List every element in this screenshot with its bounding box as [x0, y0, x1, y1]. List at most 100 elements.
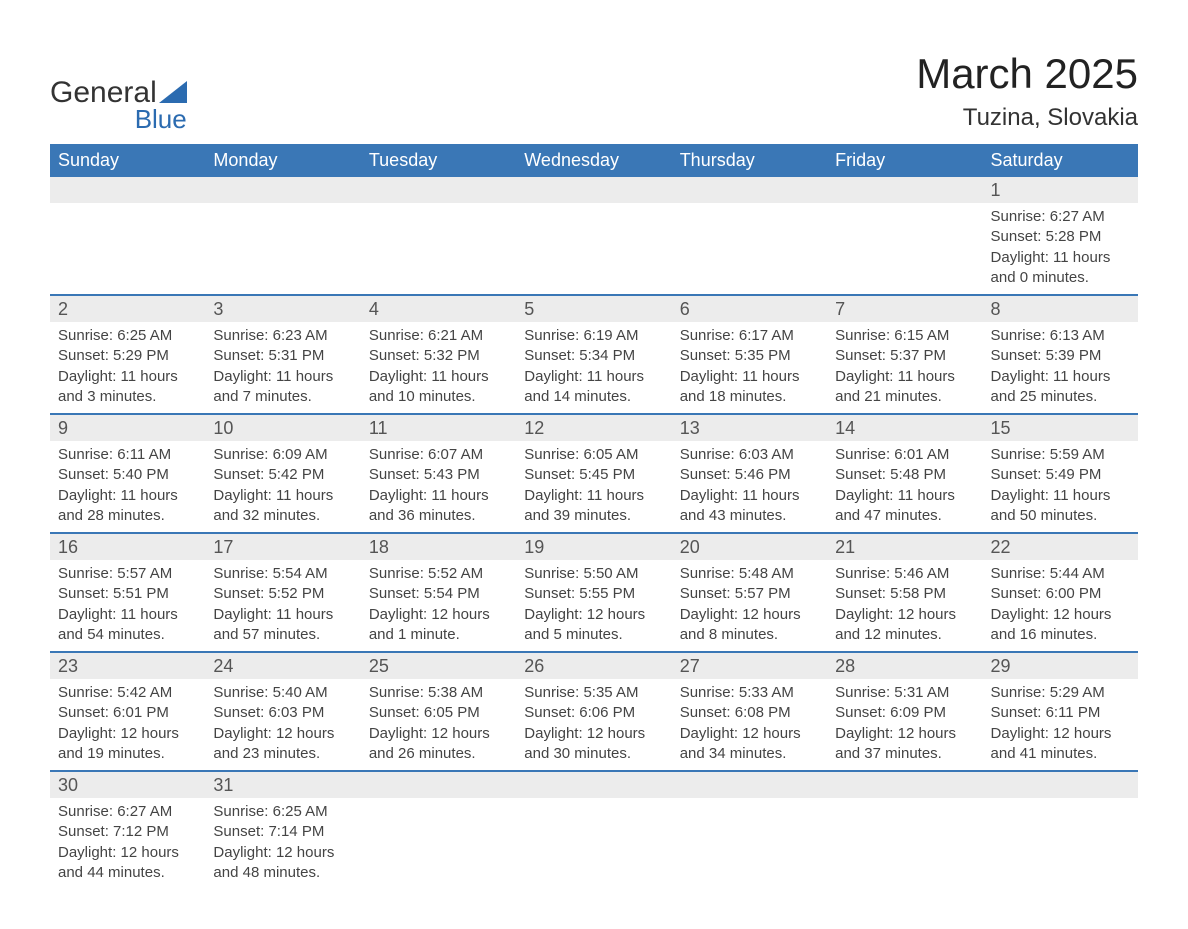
day-cell: Sunrise: 6:09 AMSunset: 5:42 PMDaylight:… [205, 441, 360, 532]
location-label: Tuzina, Slovakia [916, 104, 1138, 132]
day-header-row: SundayMondayTuesdayWednesdayThursdayFrid… [50, 144, 1138, 177]
day-number [50, 177, 205, 203]
sunrise-line: Sunrise: 5:31 AM [835, 683, 974, 703]
day-detail-row: Sunrise: 6:27 AMSunset: 5:28 PMDaylight:… [50, 203, 1138, 294]
day-number: 3 [205, 296, 360, 322]
day-cell [205, 203, 360, 294]
day-cell: Sunrise: 6:27 AMSunset: 5:28 PMDaylight:… [983, 203, 1138, 294]
day-number-row: 3031 [50, 772, 1138, 798]
sunset-line: Sunset: 5:52 PM [213, 584, 352, 604]
sunrise-line: Sunrise: 5:50 AM [524, 564, 663, 584]
sunset-line: Sunset: 6:08 PM [680, 703, 819, 723]
sunset-line: Sunset: 6:11 PM [991, 703, 1130, 723]
sunset-line: Sunset: 5:46 PM [680, 465, 819, 485]
day-number: 1 [983, 177, 1138, 203]
sunset-line: Sunset: 5:29 PM [58, 346, 197, 366]
day-header: Wednesday [516, 144, 671, 177]
day-cell [50, 203, 205, 294]
daylight-line: Daylight: 11 hours and 32 minutes. [213, 486, 352, 527]
day-cell: Sunrise: 5:57 AMSunset: 5:51 PMDaylight:… [50, 560, 205, 651]
day-number: 5 [516, 296, 671, 322]
day-number: 2 [50, 296, 205, 322]
calendar: SundayMondayTuesdayWednesdayThursdayFrid… [50, 144, 1138, 889]
day-number: 29 [983, 653, 1138, 679]
day-number [672, 772, 827, 798]
day-number: 25 [361, 653, 516, 679]
day-header: Friday [827, 144, 982, 177]
day-header: Monday [205, 144, 360, 177]
calendar-week: 23242526272829Sunrise: 5:42 AMSunset: 6:… [50, 651, 1138, 770]
sunset-line: Sunset: 5:39 PM [991, 346, 1130, 366]
day-cell: Sunrise: 5:44 AMSunset: 6:00 PMDaylight:… [983, 560, 1138, 651]
sunrise-line: Sunrise: 5:57 AM [58, 564, 197, 584]
day-cell: Sunrise: 5:52 AMSunset: 5:54 PMDaylight:… [361, 560, 516, 651]
daylight-line: Daylight: 11 hours and 36 minutes. [369, 486, 508, 527]
day-number: 11 [361, 415, 516, 441]
sunset-line: Sunset: 5:54 PM [369, 584, 508, 604]
daylight-line: Daylight: 11 hours and 18 minutes. [680, 367, 819, 408]
sunset-line: Sunset: 5:31 PM [213, 346, 352, 366]
day-cell: Sunrise: 6:03 AMSunset: 5:46 PMDaylight:… [672, 441, 827, 532]
sunrise-line: Sunrise: 5:33 AM [680, 683, 819, 703]
daylight-line: Daylight: 11 hours and 54 minutes. [58, 605, 197, 646]
day-number [205, 177, 360, 203]
day-cell [361, 203, 516, 294]
day-cell: Sunrise: 6:25 AMSunset: 5:29 PMDaylight:… [50, 322, 205, 413]
day-number: 7 [827, 296, 982, 322]
sunrise-line: Sunrise: 6:17 AM [680, 326, 819, 346]
daylight-line: Daylight: 11 hours and 47 minutes. [835, 486, 974, 527]
day-cell: Sunrise: 5:54 AMSunset: 5:52 PMDaylight:… [205, 560, 360, 651]
daylight-line: Daylight: 12 hours and 16 minutes. [991, 605, 1130, 646]
sunset-line: Sunset: 5:42 PM [213, 465, 352, 485]
daylight-line: Daylight: 11 hours and 0 minutes. [991, 248, 1130, 289]
day-header: Saturday [983, 144, 1138, 177]
day-cell: Sunrise: 6:01 AMSunset: 5:48 PMDaylight:… [827, 441, 982, 532]
day-number-row: 16171819202122 [50, 534, 1138, 560]
day-number: 10 [205, 415, 360, 441]
day-number [516, 177, 671, 203]
day-cell: Sunrise: 5:29 AMSunset: 6:11 PMDaylight:… [983, 679, 1138, 770]
sunrise-line: Sunrise: 6:21 AM [369, 326, 508, 346]
daylight-line: Daylight: 11 hours and 7 minutes. [213, 367, 352, 408]
day-cell: Sunrise: 5:38 AMSunset: 6:05 PMDaylight:… [361, 679, 516, 770]
day-number: 14 [827, 415, 982, 441]
daylight-line: Daylight: 12 hours and 37 minutes. [835, 724, 974, 765]
sunrise-line: Sunrise: 6:03 AM [680, 445, 819, 465]
daylight-line: Daylight: 12 hours and 5 minutes. [524, 605, 663, 646]
daylight-line: Daylight: 11 hours and 3 minutes. [58, 367, 197, 408]
day-cell: Sunrise: 5:46 AMSunset: 5:58 PMDaylight:… [827, 560, 982, 651]
daylight-line: Daylight: 12 hours and 8 minutes. [680, 605, 819, 646]
day-number: 4 [361, 296, 516, 322]
day-number [827, 177, 982, 203]
sunrise-line: Sunrise: 6:15 AM [835, 326, 974, 346]
day-cell [516, 798, 671, 889]
daylight-line: Daylight: 11 hours and 43 minutes. [680, 486, 819, 527]
day-detail-row: Sunrise: 6:25 AMSunset: 5:29 PMDaylight:… [50, 322, 1138, 413]
day-cell [983, 798, 1138, 889]
sunset-line: Sunset: 5:51 PM [58, 584, 197, 604]
sunrise-line: Sunrise: 6:13 AM [991, 326, 1130, 346]
day-cell: Sunrise: 6:23 AMSunset: 5:31 PMDaylight:… [205, 322, 360, 413]
day-number-row: 1 [50, 177, 1138, 203]
page-header: General Blue March 2025 Tuzina, Slovakia [50, 50, 1138, 132]
day-cell [516, 203, 671, 294]
day-number: 19 [516, 534, 671, 560]
sunrise-line: Sunrise: 6:23 AM [213, 326, 352, 346]
sunrise-line: Sunrise: 5:38 AM [369, 683, 508, 703]
sunset-line: Sunset: 5:45 PM [524, 465, 663, 485]
day-number: 13 [672, 415, 827, 441]
day-number [516, 772, 671, 798]
day-detail-row: Sunrise: 6:27 AMSunset: 7:12 PMDaylight:… [50, 798, 1138, 889]
day-number: 21 [827, 534, 982, 560]
sunset-line: Sunset: 7:14 PM [213, 822, 352, 842]
day-header: Tuesday [361, 144, 516, 177]
day-number: 6 [672, 296, 827, 322]
day-cell: Sunrise: 5:59 AMSunset: 5:49 PMDaylight:… [983, 441, 1138, 532]
daylight-line: Daylight: 11 hours and 39 minutes. [524, 486, 663, 527]
daylight-line: Daylight: 12 hours and 26 minutes. [369, 724, 508, 765]
sunrise-line: Sunrise: 5:42 AM [58, 683, 197, 703]
day-number: 12 [516, 415, 671, 441]
day-cell [827, 203, 982, 294]
day-cell: Sunrise: 5:35 AMSunset: 6:06 PMDaylight:… [516, 679, 671, 770]
sunrise-line: Sunrise: 6:09 AM [213, 445, 352, 465]
